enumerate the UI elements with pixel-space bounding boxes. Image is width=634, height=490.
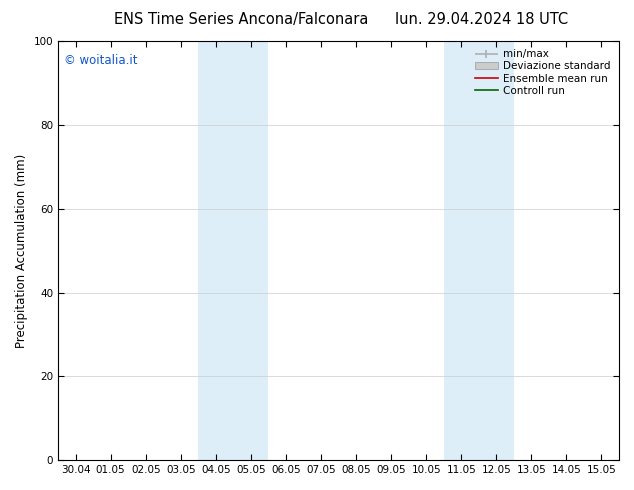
Y-axis label: Precipitation Accumulation (mm): Precipitation Accumulation (mm) [15, 153, 28, 348]
Text: ENS Time Series Ancona/Falconara: ENS Time Series Ancona/Falconara [113, 12, 368, 27]
Bar [444, 41, 514, 460]
Text: © woitalia.it: © woitalia.it [63, 53, 137, 67]
Text: lun. 29.04.2024 18 UTC: lun. 29.04.2024 18 UTC [395, 12, 569, 27]
Legend: min/max, Deviazione standard, Ensemble mean run, Controll run: min/max, Deviazione standard, Ensemble m… [472, 46, 614, 99]
Bar [198, 41, 268, 460]
